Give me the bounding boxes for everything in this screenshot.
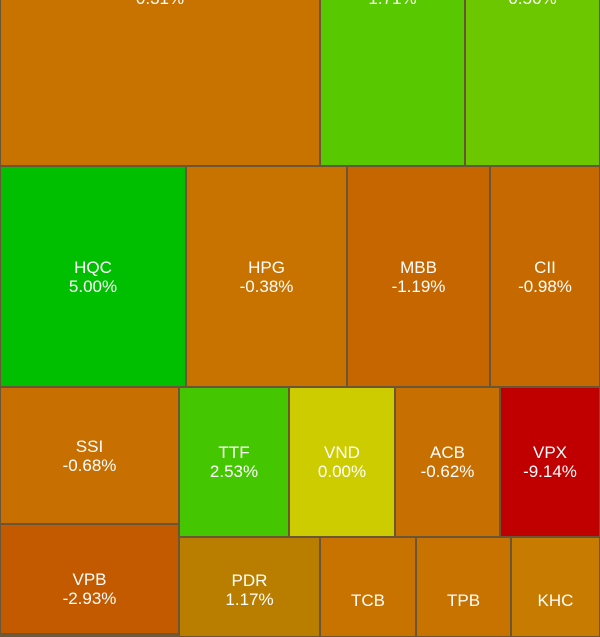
treemap-tile-khc[interactable]: KHC [511,537,600,637]
treemap-tile-ttf[interactable]: TTF 2.53% [179,387,289,537]
tile-change: 0.56% [508,0,556,8]
tile-change: 0.00% [317,462,367,481]
treemap-tile-acb[interactable]: ACB -0.62% [395,387,500,537]
tile-change: -9.14% [523,462,577,481]
tile-change: -0.68% [62,455,117,475]
tile-change: 2.53% [209,462,259,481]
tile-symbol: VND [324,443,360,462]
tile-symbol: TPB [446,591,481,610]
tile-symbol: CII [534,257,556,277]
treemap-tile-top-mid[interactable]: 1.71% [320,0,465,166]
tile-symbol: HPG [248,257,285,277]
tile-change: 1.71% [368,0,416,8]
treemap-tile-hpg[interactable]: HPG -0.38% [186,166,347,387]
treemap-tile-vpb[interactable]: VPB -2.93% [0,524,179,634]
tile-symbol: PDR [231,571,268,590]
tile-symbol: VPX [532,443,568,462]
treemap-tile-tcb[interactable]: TCB [320,537,416,637]
tile-symbol: KHC [537,591,574,610]
tile-symbol: SSI [75,436,104,456]
treemap-tile-hqc[interactable]: HQC 5.00% [0,166,186,387]
tile-symbol: MBB [400,257,437,277]
treemap-tile-tpb[interactable]: TPB [416,537,511,637]
tile-change: -0.38% [239,276,294,296]
treemap-tile-top-left[interactable]: 0.31% [0,0,320,166]
tile-change: -1.19% [391,276,446,296]
tile-change: -0.98% [518,276,572,296]
treemap-tile-top-right[interactable]: 0.56% [465,0,600,166]
tile-symbol: ACB [430,443,465,462]
tile-change: 0.31% [136,0,184,8]
tile-symbol: VPB [72,570,107,589]
treemap-tile-ssi[interactable]: SSI -0.68% [0,387,179,524]
tile-change: 5.00% [68,276,118,296]
tile-change: -2.93% [62,589,117,608]
tile-symbol: HQC [74,257,112,277]
treemap-tile-pdr[interactable]: PDR 1.17% [179,537,320,637]
tile-change: -0.62% [420,462,475,481]
tile-symbol: TCB [351,591,385,610]
tile-symbol: TTF [218,443,250,462]
treemap-tile-vpx[interactable]: VPX -9.14% [500,387,600,537]
treemap-tile-vnd[interactable]: VND 0.00% [289,387,395,537]
treemap-tile-cii[interactable]: CII -0.98% [490,166,600,387]
treemap-tile-mbb[interactable]: MBB -1.19% [347,166,490,387]
